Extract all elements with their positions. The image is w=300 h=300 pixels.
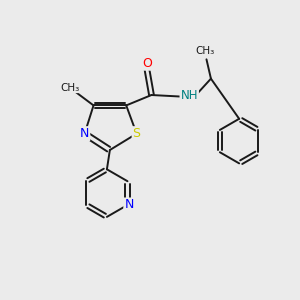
Text: CH₃: CH₃	[60, 82, 80, 93]
Text: S: S	[133, 127, 141, 140]
Text: N: N	[80, 127, 89, 140]
Text: NH: NH	[181, 89, 198, 102]
Text: N: N	[124, 199, 134, 212]
Text: O: O	[142, 57, 152, 70]
Text: CH₃: CH₃	[195, 46, 214, 56]
